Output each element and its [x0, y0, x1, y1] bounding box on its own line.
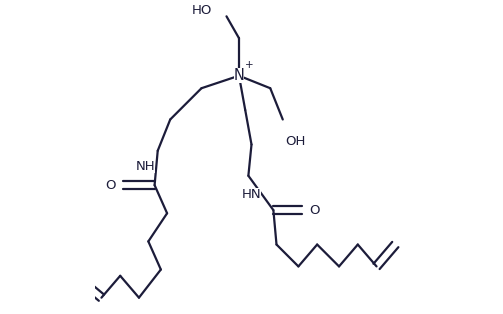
Text: O: O	[106, 179, 116, 192]
Text: OH: OH	[285, 135, 305, 148]
Text: HO: HO	[191, 3, 212, 17]
Text: N: N	[233, 68, 244, 83]
Text: NH: NH	[135, 160, 155, 173]
Text: O: O	[309, 204, 319, 217]
Text: +: +	[244, 60, 254, 70]
Text: HN: HN	[241, 188, 262, 201]
